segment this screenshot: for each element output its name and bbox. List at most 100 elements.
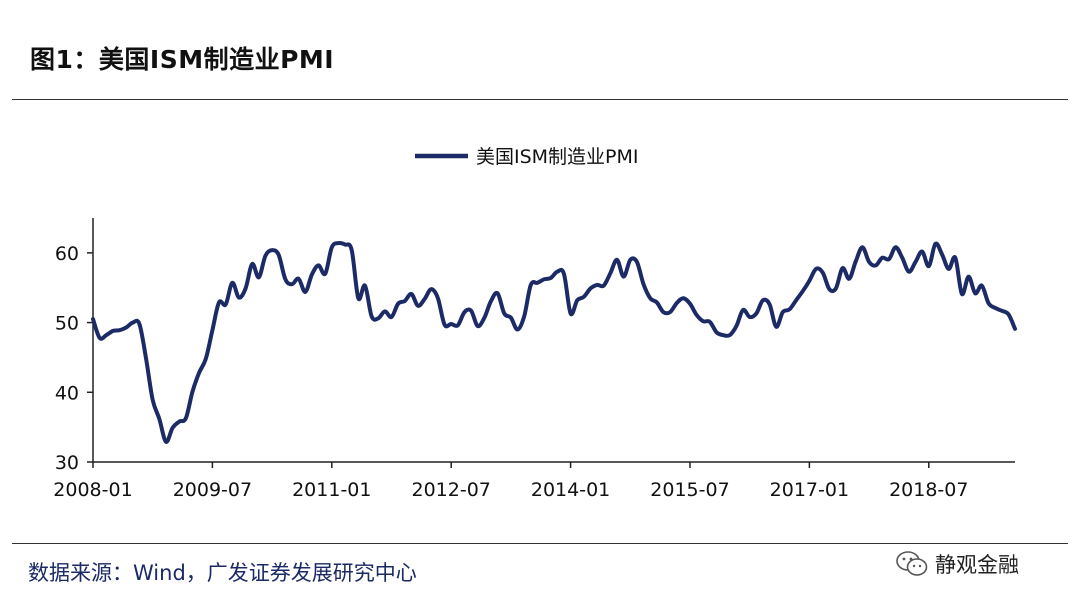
data-point xyxy=(596,283,599,286)
data-point xyxy=(125,326,128,329)
data-point xyxy=(828,288,831,291)
data-point xyxy=(695,313,698,316)
data-point xyxy=(795,299,798,302)
data-point xyxy=(888,258,891,261)
data-point xyxy=(569,312,572,315)
data-point xyxy=(523,315,526,318)
data-point xyxy=(815,267,818,270)
data-point xyxy=(914,260,917,263)
data-point xyxy=(403,300,406,303)
data-point xyxy=(1007,313,1010,316)
data-point xyxy=(755,312,758,315)
data-point xyxy=(589,287,592,290)
x-tick-label: 2018-07 xyxy=(889,479,968,501)
data-point xyxy=(801,290,804,293)
data-point xyxy=(470,309,473,312)
data-point xyxy=(297,277,300,280)
data-point xyxy=(98,336,101,339)
data-point xyxy=(231,281,234,284)
data-point xyxy=(616,258,619,261)
data-point xyxy=(861,246,864,249)
data-point xyxy=(171,426,174,429)
data-point xyxy=(165,440,168,443)
data-point xyxy=(390,316,393,319)
data-point xyxy=(808,279,811,282)
data-point xyxy=(92,318,95,321)
data-point xyxy=(576,299,579,302)
plot-area xyxy=(91,240,1017,444)
x-tick-label: 2015-07 xyxy=(650,479,729,501)
data-point xyxy=(655,301,658,304)
y-tick-label: 60 xyxy=(55,243,79,265)
top-divider xyxy=(12,99,1068,100)
data-point xyxy=(901,256,904,259)
data-point xyxy=(224,303,227,306)
data-point xyxy=(781,311,784,314)
source-note: 数据来源：Wind，广发证券发展研究中心 xyxy=(28,561,417,585)
data-point xyxy=(423,297,426,300)
data-point xyxy=(662,311,665,314)
data-point xyxy=(702,320,705,323)
data-point xyxy=(881,256,884,259)
data-point xyxy=(417,304,420,307)
x-tick-label: 2009-07 xyxy=(173,479,252,501)
wechat-icon xyxy=(896,551,928,576)
data-point xyxy=(324,272,327,275)
data-point xyxy=(748,316,751,319)
data-point xyxy=(105,334,108,337)
data-point xyxy=(436,297,439,300)
data-point xyxy=(562,272,565,275)
data-point xyxy=(689,302,692,305)
data-point xyxy=(151,399,154,402)
data-point xyxy=(191,390,194,393)
data-point xyxy=(708,320,711,323)
data-point xyxy=(675,302,678,305)
data-point xyxy=(742,309,745,312)
data-point xyxy=(138,323,141,326)
data-point xyxy=(443,323,446,326)
data-point xyxy=(834,287,837,290)
data-point xyxy=(735,325,738,328)
data-point xyxy=(768,303,771,306)
data-point xyxy=(284,278,287,281)
data-point xyxy=(370,315,373,318)
data-point xyxy=(244,287,247,290)
data-point xyxy=(960,293,963,296)
x-tick-label: 2014-01 xyxy=(531,479,610,501)
data-point xyxy=(344,243,347,246)
data-point xyxy=(304,290,307,293)
data-point xyxy=(410,293,413,296)
data-point xyxy=(788,308,791,311)
data-point xyxy=(934,242,937,245)
data-point xyxy=(496,292,499,295)
data-point xyxy=(1014,327,1017,330)
data-point xyxy=(397,302,400,305)
data-point xyxy=(357,297,360,300)
data-point xyxy=(456,324,459,327)
data-point xyxy=(271,249,274,252)
data-point xyxy=(118,329,121,332)
data-point xyxy=(728,334,731,337)
data-point xyxy=(536,281,539,284)
data-point xyxy=(874,264,877,267)
x-tick-label: 2008-01 xyxy=(53,479,132,501)
bottom-divider xyxy=(12,543,1068,544)
y-tick-label: 30 xyxy=(55,452,79,474)
data-point xyxy=(954,256,957,259)
data-point xyxy=(967,275,970,278)
data-point xyxy=(450,323,453,326)
data-point xyxy=(987,302,990,305)
data-point xyxy=(383,310,386,313)
data-point xyxy=(722,334,725,337)
data-point xyxy=(669,311,672,314)
figure-title: 图1：美国ISM制造业PMI xyxy=(30,45,335,74)
data-point xyxy=(310,273,313,276)
data-point xyxy=(549,277,552,280)
data-point xyxy=(145,357,148,360)
data-point xyxy=(476,325,479,328)
data-point xyxy=(131,321,134,324)
watermark: 静观金融 xyxy=(895,549,1019,579)
data-point xyxy=(941,253,944,256)
data-point xyxy=(868,260,871,263)
data-point xyxy=(821,271,824,274)
